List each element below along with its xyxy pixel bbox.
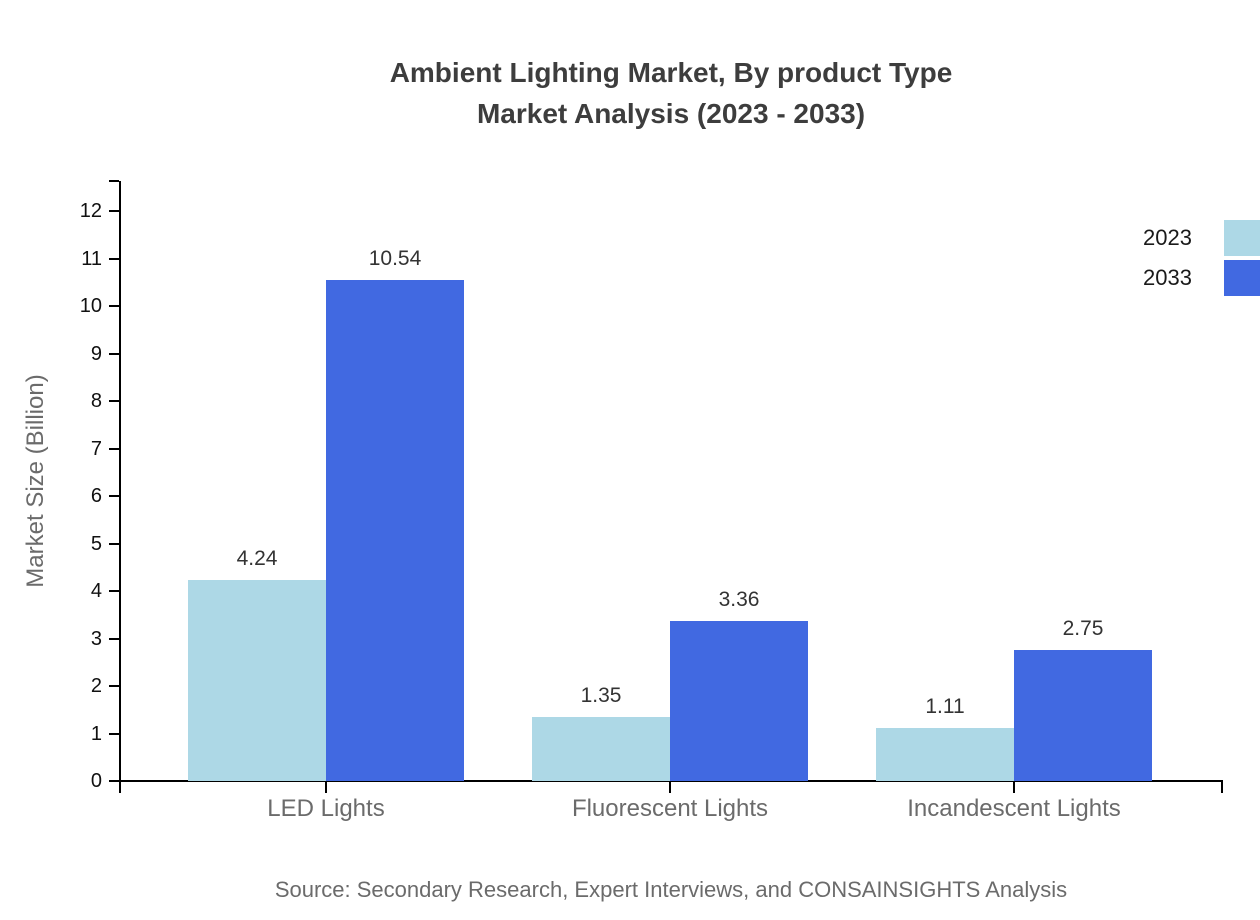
value-label-2033-incandescent-lights: 2.75	[1062, 617, 1104, 641]
y-tick-label: 9	[90, 342, 102, 365]
legend-label-2033: 2033	[1143, 265, 1192, 290]
y-tick	[109, 210, 119, 212]
legend-swatch-2033	[1224, 260, 1260, 296]
plot-area: 0 1 2 3 4 5 6 7 8 9 10 11 12 4.24 10.54 LED Lights 1.35 3…	[80, 180, 1223, 822]
y-tick-label: 6	[90, 485, 102, 507]
y-tick	[109, 495, 119, 497]
x-axis-endcap-right	[1221, 782, 1223, 793]
source-note: Source: Secondary Research, Expert Inter…	[274, 877, 1068, 902]
y-tick	[109, 257, 119, 260]
y-tick	[109, 352, 119, 355]
chart-subtitle: Market Analysis (2023 - 2033)	[476, 98, 866, 129]
y-tick	[109, 400, 119, 402]
y-tick	[109, 305, 119, 307]
y-tick-label: 7	[90, 437, 102, 460]
category-label-fluorescent-lights: Fluorescent Lights	[571, 795, 769, 822]
legend-swatch-2023	[1224, 220, 1260, 256]
x-axis-line	[119, 780, 1223, 782]
y-tick	[109, 590, 119, 592]
value-label-2023-incandescent-lights: 1.11	[925, 695, 965, 719]
y-tick-label: 11	[81, 247, 102, 270]
bar-2023-led-lights	[188, 579, 326, 781]
bar-2023-incandescent-lights	[876, 728, 1014, 781]
y-tick-label: 2	[90, 675, 102, 697]
value-label-2023-fluorescent-lights: 1.35	[580, 683, 622, 707]
y-tick-label: 3	[90, 627, 102, 650]
y-tick-label: 12	[79, 200, 102, 222]
y-tick	[109, 447, 119, 450]
bar-2033-led-lights	[326, 280, 464, 781]
bar-2033-incandescent-lights	[1014, 650, 1152, 781]
x-tick	[325, 782, 327, 793]
y-tick-label: 0	[90, 770, 102, 792]
y-tick-label: 8	[90, 390, 102, 412]
y-tick-label: 1	[90, 722, 102, 745]
x-axis-endcap-left	[119, 782, 121, 793]
y-tick-label: 10	[79, 295, 102, 317]
y-tick	[109, 637, 119, 640]
y-tick-label: 5	[90, 532, 102, 555]
x-tick	[669, 782, 671, 793]
chart-title: Ambient Lighting Market, By product Type	[389, 57, 953, 88]
chart-title-block: Ambient Lighting Market, By product Type…	[120, 52, 1222, 134]
y-axis-endcap	[109, 180, 119, 182]
y-tick-label: 4	[90, 580, 102, 602]
bar-2023-fluorescent-lights	[532, 716, 670, 781]
x-tick	[1013, 782, 1015, 793]
value-label-2033-fluorescent-lights: 3.36	[718, 588, 760, 612]
bar-2033-fluorescent-lights	[670, 621, 808, 781]
y-axis-line	[119, 181, 121, 781]
category-label-incandescent-lights: Incandescent Lights	[907, 795, 1121, 822]
value-label-2023-led-lights: 4.24	[236, 546, 278, 570]
y-tick	[109, 685, 119, 687]
category-label-led-lights: LED Lights	[267, 795, 385, 822]
value-label-2033-led-lights: 10.54	[368, 247, 422, 271]
y-tick	[109, 732, 119, 735]
y-tick	[109, 542, 119, 545]
legend-label-2023: 2023	[1143, 225, 1192, 250]
y-tick	[109, 780, 119, 782]
